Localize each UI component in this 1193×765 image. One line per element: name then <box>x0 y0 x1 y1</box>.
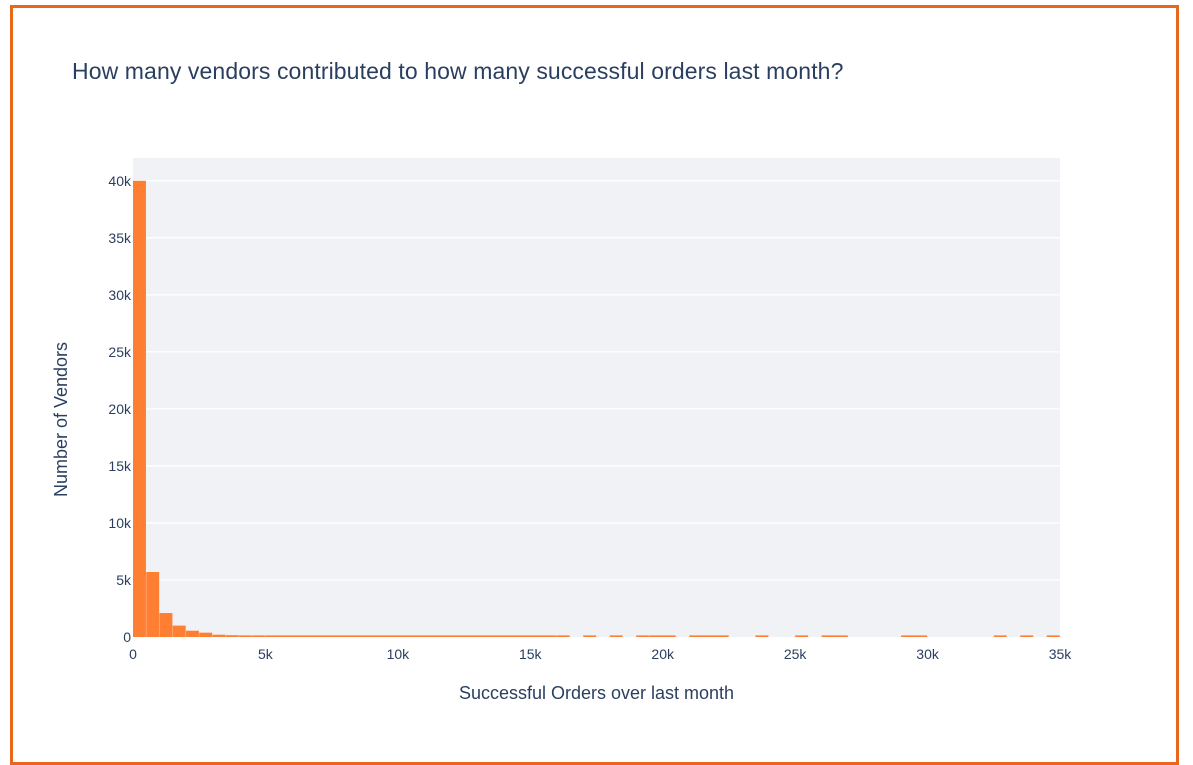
histogram-bar[interactable] <box>172 625 186 637</box>
histogram-bar[interactable] <box>185 630 199 637</box>
y-tick-label: 35k <box>108 230 132 246</box>
histogram-bars <box>133 180 1060 638</box>
plot-area <box>133 158 1060 637</box>
y-tick-label: 5k <box>116 572 132 588</box>
x-tick-label: 30k <box>916 646 940 662</box>
x-tick-label: 20k <box>651 646 675 662</box>
y-tick-label: 40k <box>108 173 132 189</box>
grid-lines <box>133 180 1060 581</box>
x-tick-label: 0 <box>129 646 137 662</box>
x-tick-label: 15k <box>519 646 543 662</box>
x-tick-label: 25k <box>784 646 808 662</box>
y-tick-label: 10k <box>108 515 132 531</box>
histogram-bar[interactable] <box>649 635 676 637</box>
y-tick-label: 20k <box>108 401 132 417</box>
histogram-bar[interactable] <box>238 635 252 637</box>
histogram-bar[interactable] <box>252 635 266 637</box>
histogram-bar[interactable] <box>265 635 557 637</box>
x-axis-ticks: 0 5k 10k 15k 20k 25k 30k 35k <box>129 646 1072 662</box>
histogram-bar[interactable] <box>146 571 160 637</box>
y-tick-label: 15k <box>108 458 132 474</box>
histogram-bar[interactable] <box>583 635 597 637</box>
histogram-bar[interactable] <box>1020 635 1034 637</box>
histogram-bar[interactable] <box>225 635 239 637</box>
x-tick-label: 10k <box>387 646 411 662</box>
histogram-bar[interactable] <box>556 635 570 637</box>
y-tick-label: 30k <box>108 287 132 303</box>
histogram-bar[interactable] <box>901 635 928 637</box>
histogram-bar[interactable] <box>689 635 729 637</box>
histogram-bar[interactable] <box>199 632 213 637</box>
x-tick-label: 5k <box>258 646 274 662</box>
histogram-bar[interactable] <box>1046 635 1060 637</box>
y-axis-ticks: 0 5k 10k 15k 20k 25k 30k 35k 40k <box>108 173 132 645</box>
y-axis-title: Number of Vendors <box>51 342 71 497</box>
histogram-bar[interactable] <box>133 180 146 638</box>
histogram-bar[interactable] <box>636 635 650 637</box>
histogram-bar[interactable] <box>159 613 173 637</box>
y-tick-label: 25k <box>108 344 132 360</box>
histogram-bar[interactable] <box>212 634 226 637</box>
chart-title: How many vendors contributed to how many… <box>72 58 844 84</box>
histogram-bar[interactable] <box>755 635 769 637</box>
x-axis-title: Successful Orders over last month <box>459 683 734 703</box>
histogram-bar[interactable] <box>609 635 623 637</box>
histogram-bar[interactable] <box>993 635 1007 637</box>
histogram-bar[interactable] <box>795 635 809 637</box>
histogram-bar[interactable] <box>821 635 848 637</box>
y-tick-label: 0 <box>123 629 131 645</box>
x-tick-label: 35k <box>1049 646 1073 662</box>
